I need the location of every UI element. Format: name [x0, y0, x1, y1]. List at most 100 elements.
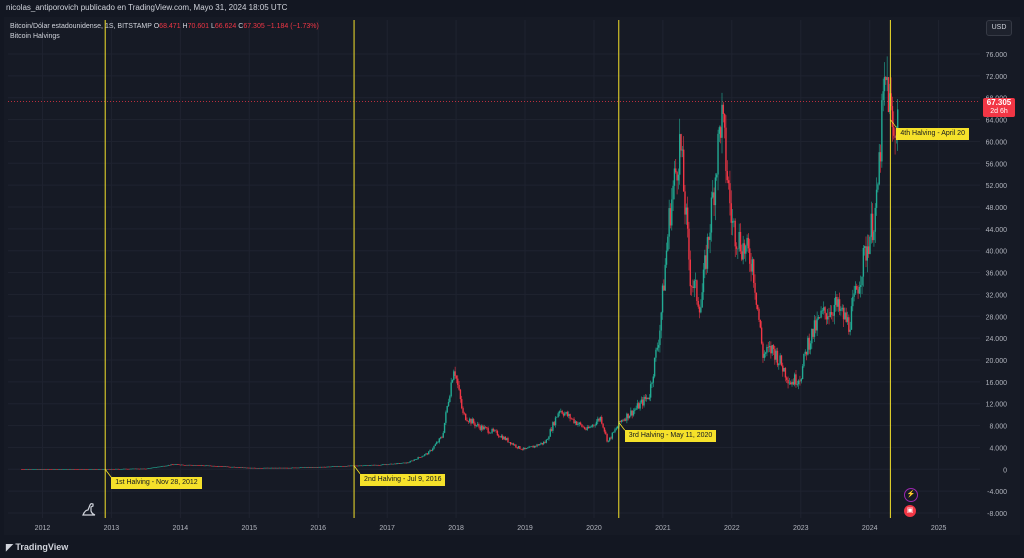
candle-body: [557, 413, 559, 417]
candle-body: [409, 461, 411, 463]
candle-body: [870, 213, 872, 237]
calendar-icon[interactable]: ▣: [904, 505, 916, 517]
candle-body: [803, 353, 805, 367]
halving-pointer: [104, 468, 112, 478]
candle-body: [187, 464, 189, 466]
candle-body: [203, 465, 205, 467]
candle-body: [750, 263, 752, 272]
candle-body: [686, 207, 689, 229]
candle-body: [406, 462, 409, 464]
candle-body: [799, 380, 801, 382]
y-tick-label: 36.000: [986, 271, 1008, 278]
candle-body: [270, 467, 273, 469]
candle-body: [410, 460, 413, 462]
candle-body: [412, 460, 414, 462]
y-tick-label: -8.000: [987, 511, 1007, 518]
tradingview-logo[interactable]: ◤ TradingView: [6, 542, 69, 552]
candle-body: [352, 465, 355, 467]
candle-body: [249, 467, 252, 469]
candle-body: [890, 93, 892, 107]
candle-body: [721, 104, 723, 138]
candle-body: [877, 184, 879, 190]
candle-body: [120, 469, 122, 470]
candle-body: [129, 468, 131, 470]
candle-body: [897, 109, 899, 136]
candle-body: [507, 438, 509, 443]
candle-body: [405, 462, 407, 464]
halving-label[interactable]: 2nd Halving - Jul 9, 2016: [360, 473, 446, 486]
candle-body: [39, 469, 41, 470]
candle-body: [424, 454, 426, 456]
candle-body: [389, 463, 392, 465]
candle-body: [435, 442, 438, 445]
candle-body: [468, 418, 471, 422]
candle-body: [585, 428, 587, 430]
candle-body: [863, 246, 866, 248]
candle-body: [346, 466, 348, 467]
currency-button[interactable]: USD: [986, 20, 1012, 36]
candle-body: [816, 318, 818, 331]
candle-body: [797, 380, 800, 385]
candle-body: [221, 466, 224, 468]
candle-body: [745, 245, 747, 254]
candle-body: [167, 465, 170, 466]
candle-body: [800, 379, 802, 382]
indicator-name[interactable]: Bitcoin Halvings: [10, 33, 60, 40]
symbol-name[interactable]: Bitcoin/Dólar estadounidense, 1S, BITSTA…: [10, 23, 152, 30]
candle-body: [253, 467, 256, 469]
candle-body: [42, 469, 44, 470]
candle-body: [790, 382, 792, 385]
candle-body: [355, 465, 357, 467]
candle-body: [842, 307, 845, 320]
candle-body: [575, 421, 578, 425]
candle-body: [50, 469, 52, 470]
candle-body: [446, 405, 448, 413]
candle-body: [387, 464, 389, 466]
candle-body: [229, 466, 232, 468]
candle-body: [443, 422, 446, 433]
x-tick-label: 2025: [931, 525, 947, 532]
candle-body: [62, 469, 64, 470]
candle-body: [566, 412, 569, 416]
candle-body: [463, 413, 466, 414]
candle-body: [132, 468, 134, 470]
candle-body: [787, 379, 789, 384]
candle-body: [93, 469, 96, 470]
candle-body: [142, 468, 145, 470]
dino-icon[interactable]: [80, 500, 98, 518]
candle-body: [239, 467, 241, 468]
candle-body: [69, 469, 72, 470]
halving-label[interactable]: 4th Halving - April 20: [896, 127, 969, 140]
candle-body: [712, 192, 714, 198]
candle-body: [108, 469, 110, 470]
chart-frame[interactable]: [4, 17, 1020, 535]
candle-body: [614, 429, 616, 432]
candle-body: [638, 403, 640, 409]
candle-body: [451, 380, 454, 383]
candle-body: [186, 464, 188, 466]
candle-body: [420, 457, 422, 458]
candle-body: [130, 468, 133, 470]
halving-pointer: [353, 465, 361, 474]
candle-body: [227, 466, 229, 468]
halving-label[interactable]: 3rd Halving - May 11, 2020: [624, 430, 717, 443]
halving-pointer: [618, 422, 626, 431]
candle-body: [655, 349, 657, 358]
candle-body: [564, 413, 566, 416]
candle-body: [649, 384, 652, 398]
candle-body: [357, 465, 360, 467]
lightning-icon[interactable]: ⚡: [904, 488, 918, 502]
candle-body: [714, 177, 717, 206]
candle-body: [438, 438, 440, 443]
candle-body: [850, 306, 853, 330]
candle-body: [367, 465, 369, 466]
halving-label[interactable]: 1st Halving - Nov 28, 2012: [111, 477, 202, 490]
candle-body: [428, 451, 430, 455]
candle-body: [503, 436, 505, 440]
candle-body: [857, 289, 859, 294]
x-tick-label: 2014: [173, 525, 189, 532]
candle-body: [194, 465, 196, 466]
candle-body: [615, 428, 618, 430]
candle-body: [52, 469, 55, 470]
